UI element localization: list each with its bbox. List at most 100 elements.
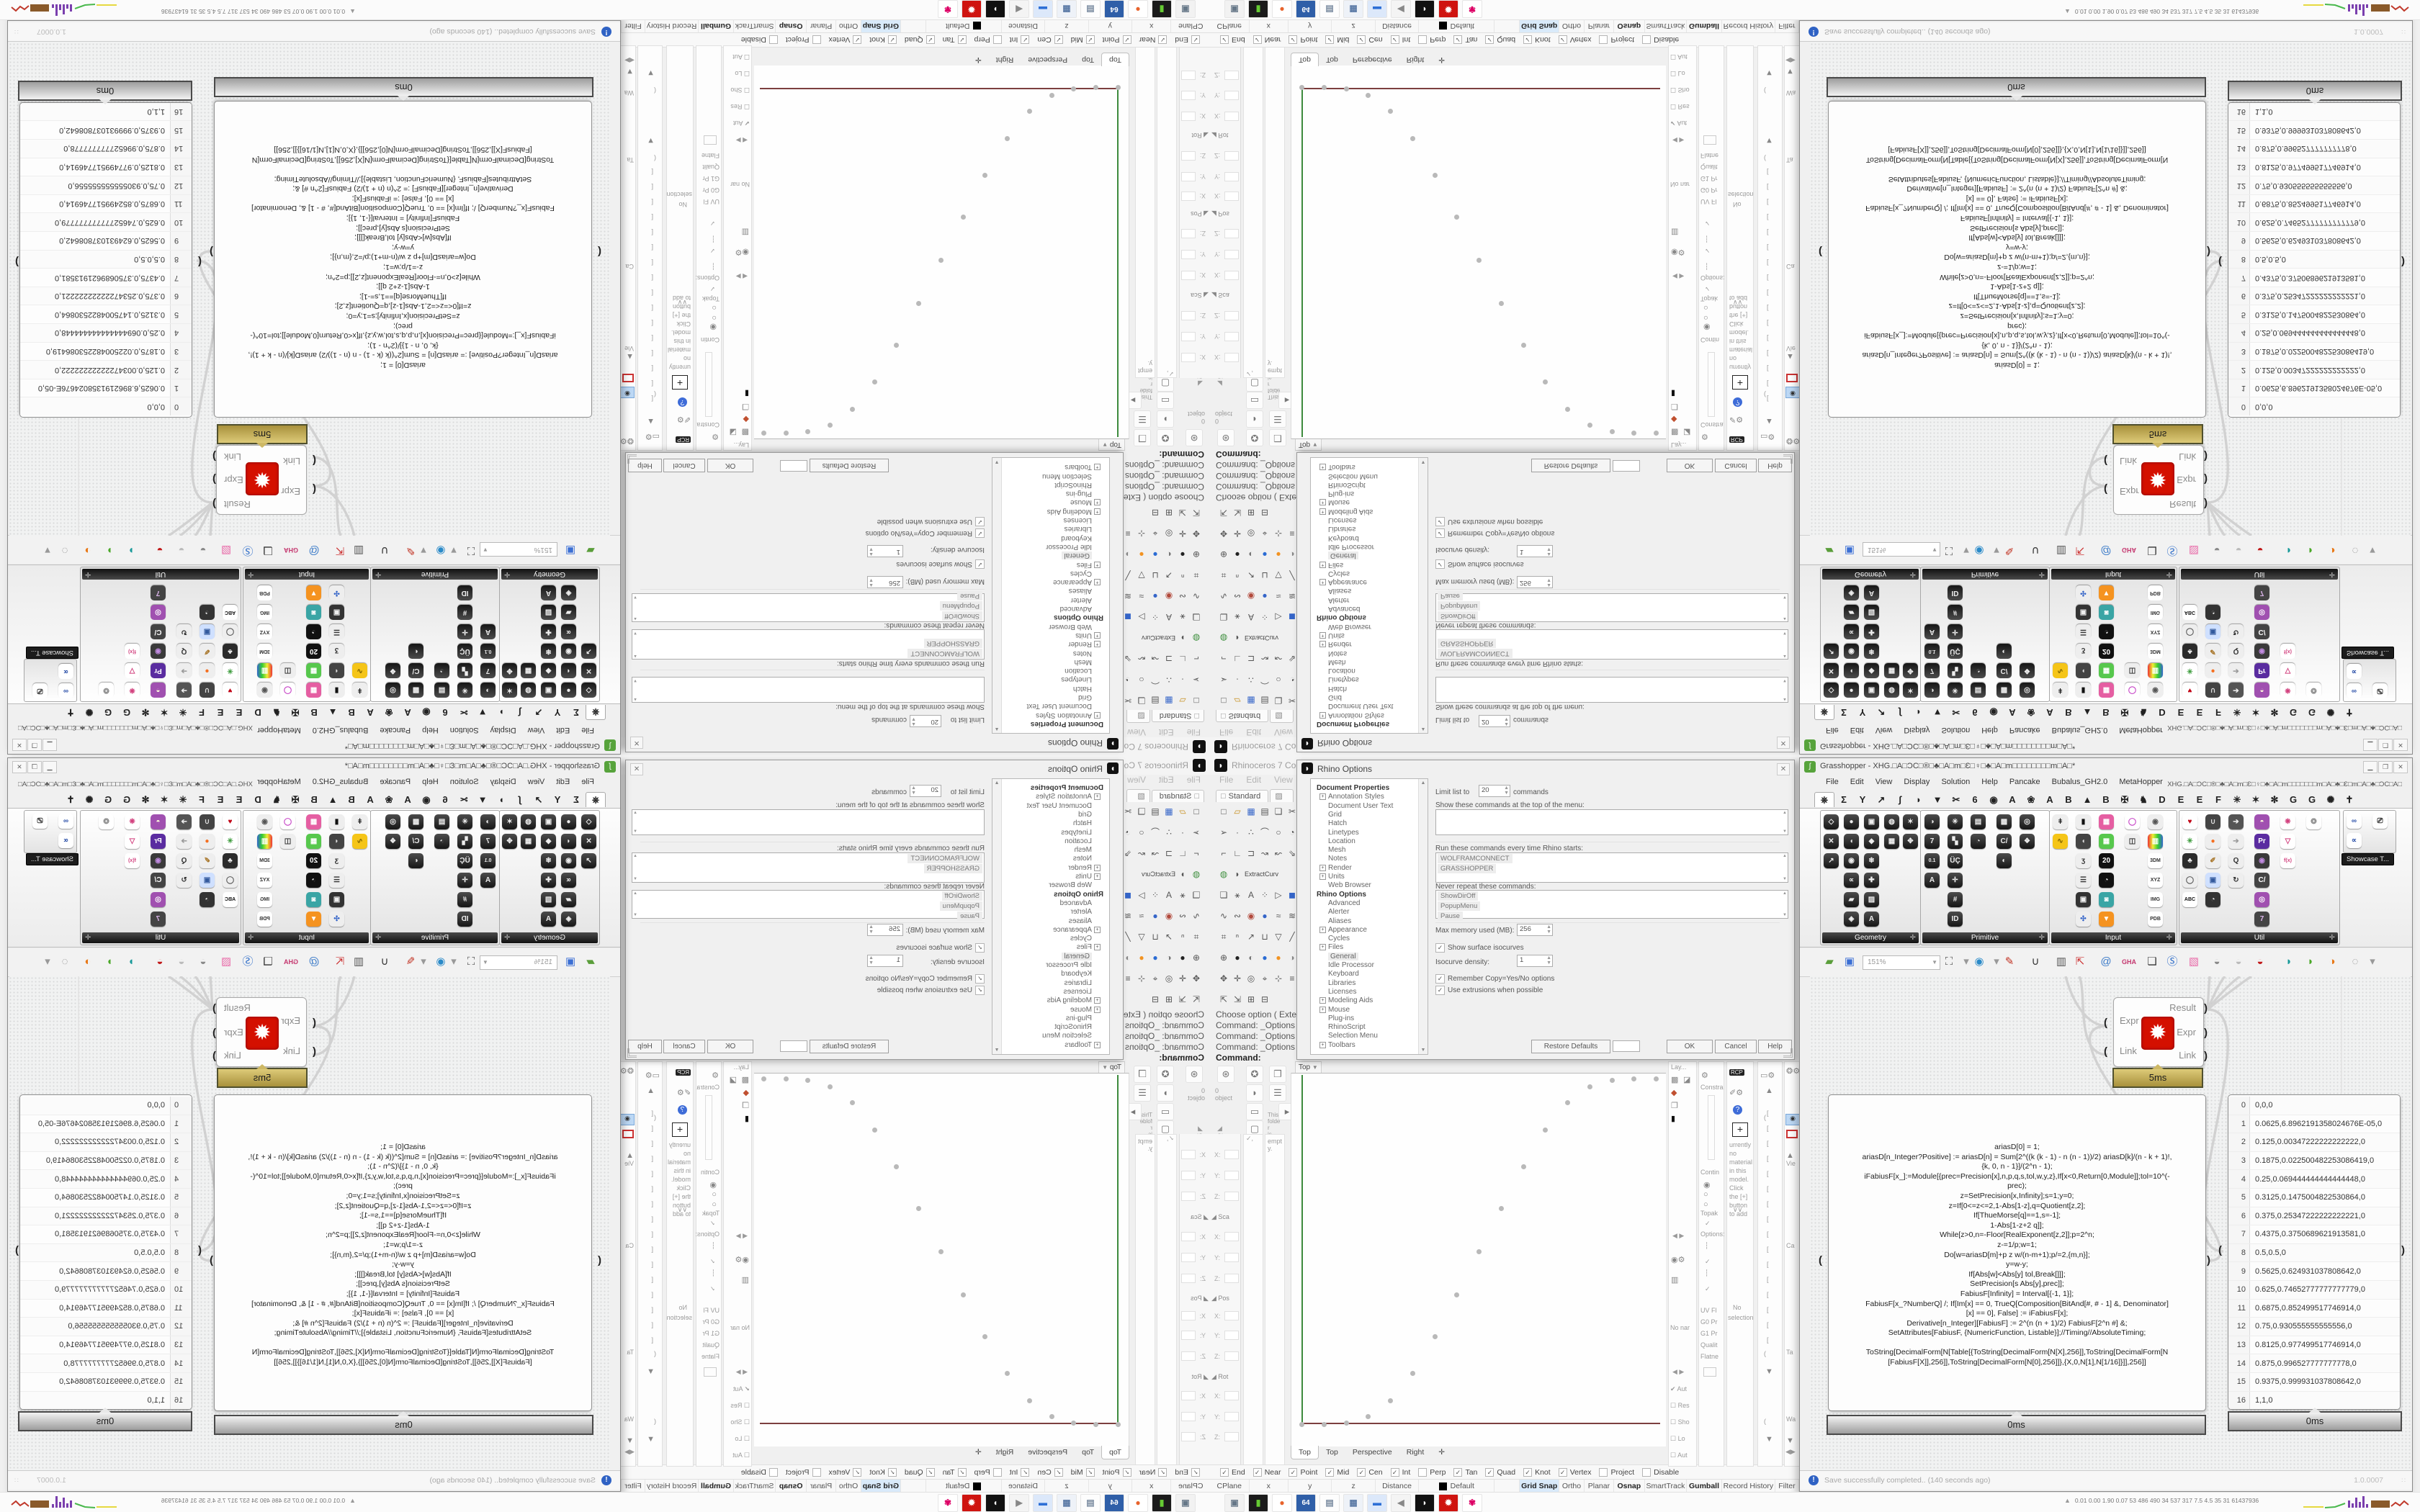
component-icon[interactable]: 3DM (257, 853, 272, 868)
status-osnap[interactable]: Osnap (1613, 19, 1645, 32)
status-filter[interactable]: Filter (621, 19, 645, 32)
boxedit-section-sca[interactable]: ◢ Sca (1211, 1213, 1229, 1220)
component-icon[interactable]: ▣ (2205, 873, 2220, 888)
status-smarttrack[interactable]: SmartTrack (732, 1480, 776, 1493)
status-distance[interactable]: Distance (1376, 1480, 1420, 1493)
command-prompt[interactable]: Command: (1159, 1053, 1204, 1063)
bake-red-icon[interactable]: ◒ (156, 544, 163, 557)
tree-item-web-browser[interactable]: Web Browser (1328, 622, 1371, 631)
toolbar-button-icon[interactable]: ◍ (1192, 633, 1201, 643)
toolbar-button-icon[interactable]: ● (1276, 549, 1281, 559)
component-icon[interactable]: ✥ (1903, 663, 1918, 678)
component-icon[interactable]: ◓ (2254, 683, 2269, 698)
save-icon[interactable]: ▣ (1844, 955, 1855, 968)
pc-monitor-icon[interactable]: ▦ (1343, 1494, 1363, 1512)
toolbar-button-icon[interactable]: ⇲ (1233, 508, 1242, 518)
component-icon[interactable]: ID (457, 585, 472, 600)
viewport-tab-top-2[interactable]: Top (1325, 1448, 1338, 1457)
panel-input-grip[interactable]: ( (598, 246, 601, 258)
status-filter[interactable]: Filter (621, 1480, 645, 1493)
gh-tab-18[interactable]: D (2159, 707, 2166, 718)
toolbar-button-icon[interactable]: □ (1221, 806, 1227, 816)
toolbar-button-icon[interactable]: ✛ (1233, 973, 1242, 984)
toolbar-button-icon[interactable]: ⊔ (1152, 932, 1159, 942)
component-icon[interactable]: ❂ (99, 683, 114, 698)
save-icon[interactable]: ▣ (565, 544, 576, 557)
osnap-vertex[interactable]: ✓ Vertex (1558, 1467, 1591, 1477)
toolbar-button-icon[interactable]: ⊹ (1137, 528, 1146, 539)
palette-group-label[interactable]: Geometry ✛ (501, 569, 598, 580)
status-gumball[interactable]: Gumball (698, 1480, 733, 1493)
component-icon[interactable]: ◯ (2182, 873, 2197, 888)
resize-grip[interactable] (627, 454, 637, 464)
tree-expand-icon[interactable]: + (1094, 561, 1101, 568)
remember-copy-checkbox[interactable]: ✓ Remember Copy=Yes/No options (866, 974, 985, 984)
toolbar-tab-standard[interactable]: □Standard (1151, 710, 1204, 722)
tree-expand-icon[interactable]: + (1094, 997, 1101, 1004)
toolbar-button-icon[interactable]: ∿ (1219, 911, 1228, 921)
viewport-tab-perspective[interactable]: Perspective (1352, 55, 1392, 64)
options-tree[interactable]: ▲ ▼ Document Properties + Annotation Styles… (1310, 457, 1428, 734)
component-icon[interactable]: ▣ (1864, 683, 1879, 698)
tree-item-licenses[interactable]: Licenses (1063, 516, 1092, 525)
toolbar-button-icon[interactable]: ⚹ (1180, 612, 1186, 622)
toolbar-button-icon[interactable]: ↝ (1260, 848, 1269, 858)
boxedit-section-pos[interactable]: ◢ Pos (1191, 210, 1209, 217)
osnap-project[interactable]: Project (1599, 35, 1634, 45)
panel-output-grip[interactable]: ) (2401, 1244, 2405, 1256)
toolbar-button-icon[interactable]: ◉ (1165, 911, 1173, 921)
floating-palette-icon[interactable]: ⊛ (1186, 1066, 1203, 1083)
component-icon[interactable]: ❄ (1864, 644, 1879, 659)
component-input-grip[interactable]: ( (2104, 1017, 2107, 1029)
data-panel[interactable]: 0 0,0,0 1 0.0625,6.8962191358024676E-05,0 2 0… (2228, 102, 2401, 418)
component-icon[interactable]: ◓ (151, 683, 166, 698)
viewport-title-chip[interactable]: Top ▼ (1098, 1061, 1125, 1074)
component-icon[interactable]: C/ (408, 834, 424, 849)
component-icon[interactable]: IMG (2148, 605, 2163, 620)
tree-item-grid[interactable]: Grid (1078, 810, 1092, 819)
output-port-result[interactable]: Result (224, 1002, 251, 1013)
grasshopper-canvas[interactable]: ariasD[0] = 1; ariasD[n_Integer?Positive]… (1810, 41, 2411, 536)
component-icon[interactable]: Q (2228, 644, 2244, 659)
component-icon[interactable]: ❋ (2280, 683, 2295, 698)
component-output-grip[interactable]: ) (2204, 1050, 2208, 1062)
tree-scrollbar[interactable]: ▲ ▼ (992, 779, 1002, 1054)
boxedit-input[interactable] (1224, 112, 1239, 121)
gh-tab-18[interactable]: D (254, 707, 261, 718)
boxedit-input[interactable] (1181, 1171, 1196, 1180)
tree-item-plug-ins[interactable]: Plug-ins (1328, 1014, 1355, 1022)
toolbar-button-icon[interactable]: ⁘ (1260, 890, 1269, 900)
status-planar[interactable]: Planar (806, 1480, 836, 1493)
osnap-near[interactable]: ✓ Near (1139, 35, 1168, 45)
grasshopper-canvas[interactable]: ariasD[0] = 1; ariasD[n_Integer?Positive]… (9, 41, 610, 536)
gh-menu-metahopper[interactable]: MetaHopper (2119, 778, 2163, 786)
isocurve-density-input[interactable]: 1 ▲ ▼ (1517, 955, 1553, 967)
status-osnap[interactable]: Osnap (1614, 1480, 1645, 1493)
gha-icon[interactable]: GHA (284, 546, 298, 554)
tree-item-files[interactable]: Files (1328, 943, 1344, 952)
tree-item-advanced[interactable]: Advanced (1328, 605, 1361, 613)
toolbar-button-icon[interactable]: ◉ (1165, 591, 1173, 601)
component-icon[interactable]: ▤ (1971, 814, 1986, 829)
boxedit-input[interactable] (1181, 332, 1196, 341)
component-icon[interactable]: ✳ (457, 814, 472, 829)
status-gumball[interactable]: Gumball (1687, 1480, 1722, 1493)
gh-tab-6[interactable]: ▼ (478, 794, 488, 805)
grasshopper-titlebar[interactable]: ʃ Grasshopper - XHG.□A□ƆC□®□♣□A□m□Ɛ□♀□♣□… (1800, 758, 2412, 775)
toolbar-button-icon[interactable]: ✥ (1219, 973, 1228, 984)
toolbar-button-icon[interactable]: ▦ (1165, 806, 1173, 816)
toolbar-button-icon[interactable]: ◍ (1192, 869, 1201, 879)
canvas-toolbar[interactable]: 151% ▼ ▰ ▣ ⛶ ▾ ◉ ▾ ✎ ∪ ▥ ⇱ @ GHA ❏ Ⓢ ▧ ◒ ◒ ◒ ◗ ◗ ◑ ◌ ▾ (1800, 949, 2412, 977)
status-ortho[interactable]: Ortho (835, 1480, 861, 1493)
toolbar-button-extractcurve[interactable]: ExtractCurv (1141, 634, 1175, 642)
component-icon[interactable]: ▨ (541, 892, 556, 907)
toolbar-button-icon[interactable]: · (1181, 675, 1184, 685)
output-port-result[interactable]: Result (2169, 1002, 2196, 1013)
palette-group-label[interactable]: Primitive ✛ (1922, 932, 2048, 943)
component-icon[interactable]: ▣ (541, 814, 556, 829)
search-icon[interactable]: Ⓢ (242, 544, 254, 557)
gh-tab-22[interactable]: ✳ (179, 794, 187, 805)
boxedit-input[interactable] (1181, 229, 1196, 238)
toolbar-button-icon[interactable]: ⊞ (1247, 994, 1255, 1004)
toolbar-button-icon[interactable]: ⇲ (1178, 508, 1187, 518)
